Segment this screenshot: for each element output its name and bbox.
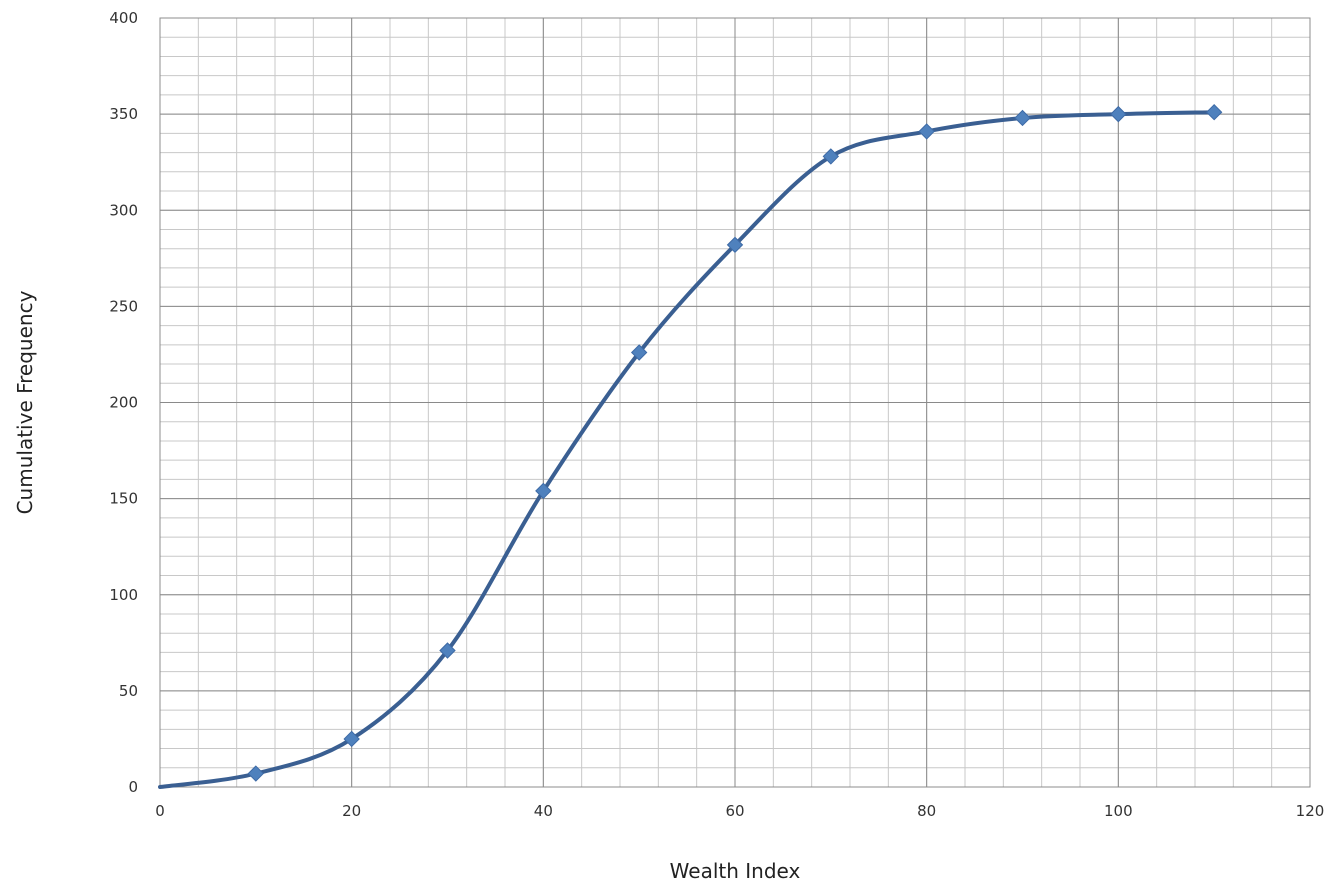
y-tick-label: 150	[109, 490, 138, 508]
x-axis-tick-labels: 0 20 40 60 80 100 120	[155, 802, 1324, 820]
series-line	[158, 110, 1217, 789]
data-point-marker	[726, 236, 744, 254]
y-tick-label: 200	[109, 394, 138, 412]
x-tick-label: 40	[534, 802, 553, 820]
data-point-marker	[247, 765, 265, 782]
y-tick-label: 250	[109, 297, 138, 315]
data-markers	[247, 103, 1223, 782]
plot-area-border	[159, 17, 1311, 788]
x-tick-label: 100	[1104, 802, 1133, 820]
data-point-marker	[343, 730, 360, 748]
y-tick-label: 50	[119, 682, 138, 700]
data-point-marker	[1205, 103, 1223, 121]
x-tick-label: 60	[725, 802, 744, 820]
data-point-marker	[918, 123, 935, 140]
y-tick-label: 350	[109, 105, 138, 123]
data-point-marker	[439, 642, 456, 659]
y-tick-label: 0	[128, 778, 138, 796]
data-point-marker	[822, 148, 840, 165]
x-tick-label: 120	[1296, 802, 1325, 820]
x-tick-label: 0	[155, 802, 165, 820]
y-tick-label: 400	[109, 9, 138, 27]
y-axis-title: Cumulative Frequency	[13, 290, 37, 514]
data-point-marker	[535, 482, 552, 500]
data-point-marker	[630, 344, 648, 361]
y-tick-label: 100	[109, 586, 138, 604]
x-tick-label: 20	[342, 802, 361, 820]
x-tick-label: 80	[917, 802, 936, 820]
data-point-marker	[1014, 109, 1031, 127]
y-tick-label: 300	[109, 201, 138, 219]
x-axis-title: Wealth Index	[670, 859, 801, 883]
y-axis-tick-labels: 0 50 100 150 200 250 300 350 400	[109, 9, 138, 796]
data-point-marker	[1110, 105, 1127, 123]
